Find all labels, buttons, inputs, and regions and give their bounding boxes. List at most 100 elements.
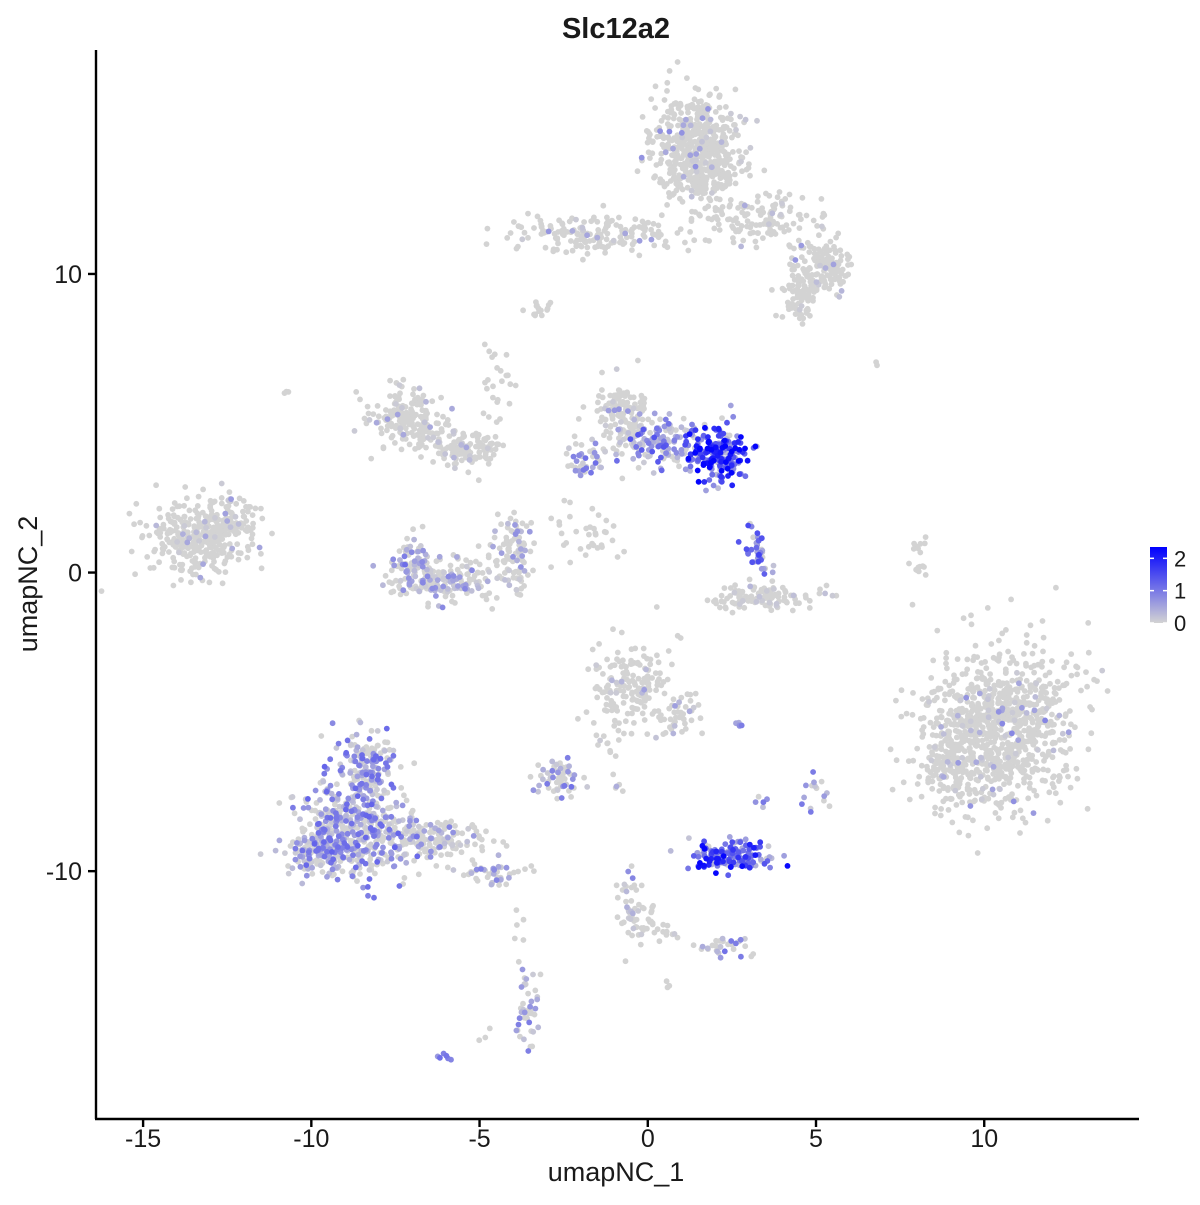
- cell-point: [829, 592, 836, 599]
- cell-point: [846, 253, 853, 260]
- cell-point: [519, 557, 526, 564]
- cell-point: [594, 453, 600, 460]
- cell-point: [610, 771, 617, 778]
- cell-point: [726, 834, 733, 840]
- cell-point: [789, 607, 796, 614]
- cell-point: [196, 538, 203, 544]
- cell-point: [721, 599, 727, 605]
- cell-point: [1014, 729, 1021, 736]
- cell-point: [668, 103, 675, 109]
- cell-point: [772, 201, 779, 208]
- cell-point: [511, 509, 517, 516]
- cell-point: [1051, 773, 1057, 780]
- cell-point: [379, 807, 386, 814]
- cell-point: [1052, 790, 1059, 797]
- cell-point: [471, 861, 478, 867]
- cell-point: [1021, 651, 1027, 657]
- cell-point: [719, 935, 726, 942]
- cell-point: [705, 106, 711, 112]
- cell-point: [568, 794, 574, 800]
- cell-point: [219, 550, 225, 556]
- cell-point: [1016, 680, 1022, 687]
- cell-point: [629, 230, 635, 237]
- cell-point: [513, 1027, 520, 1034]
- cell-point: [1085, 620, 1092, 626]
- cell-point: [214, 552, 220, 559]
- cell-point: [667, 166, 674, 173]
- cell-point: [1031, 669, 1037, 676]
- cell-point: [573, 216, 579, 223]
- cell-point: [486, 348, 493, 355]
- cell-point: [434, 577, 441, 583]
- cell-point: [1026, 700, 1033, 706]
- cell-point: [678, 144, 685, 151]
- cell-point: [717, 182, 723, 189]
- cell-point: [192, 507, 199, 514]
- cell-point: [766, 599, 773, 606]
- cell-point: [727, 402, 734, 409]
- cell-point: [1049, 711, 1055, 718]
- cell-point: [386, 821, 392, 828]
- cell-point: [1078, 687, 1084, 694]
- cell-point: [658, 117, 665, 124]
- cell-point: [736, 601, 743, 607]
- cell-point: [944, 759, 951, 765]
- cell-point: [704, 945, 711, 952]
- cell-point: [614, 914, 621, 921]
- cell-point: [996, 765, 1003, 772]
- cell-point: [555, 769, 561, 776]
- cell-point: [411, 760, 418, 767]
- cell-point: [212, 514, 218, 521]
- cell-point: [984, 719, 991, 725]
- cell-point: [309, 864, 315, 871]
- cell-point: [687, 122, 694, 129]
- cell-point: [635, 464, 642, 471]
- cell-point: [473, 430, 479, 437]
- cell-point: [459, 563, 466, 569]
- cell-point: [565, 768, 571, 775]
- cell-point: [978, 796, 985, 803]
- cell-point: [131, 521, 138, 528]
- cell-point: [1019, 671, 1026, 677]
- cell-point: [359, 747, 366, 753]
- cell-point: [742, 943, 749, 950]
- cell-point: [657, 670, 663, 677]
- cell-point: [821, 245, 828, 252]
- cell-point: [794, 262, 801, 269]
- cell-point: [943, 660, 949, 667]
- cell-point: [963, 694, 970, 701]
- cell-point: [631, 224, 638, 231]
- cell-point: [607, 423, 614, 429]
- cell-point: [937, 812, 944, 819]
- cell-point: [603, 236, 610, 243]
- cell-point: [235, 550, 242, 556]
- cell-point: [307, 821, 313, 828]
- cell-point: [259, 515, 266, 522]
- cell-point: [531, 540, 537, 547]
- cell-point: [464, 838, 471, 845]
- cell-point: [613, 451, 619, 458]
- cell-point: [222, 531, 229, 538]
- cell-point: [938, 713, 944, 720]
- cell-point: [826, 247, 833, 254]
- cell-point: [400, 376, 407, 383]
- cell-point: [1019, 704, 1025, 711]
- cell-point: [1074, 671, 1080, 678]
- cell-point: [934, 767, 941, 773]
- cell-point: [806, 249, 813, 256]
- cell-point: [638, 882, 645, 889]
- cell-point: [747, 144, 754, 151]
- cell-point: [416, 385, 423, 392]
- cell-point: [623, 888, 630, 895]
- cell-point: [628, 730, 635, 737]
- cell-point: [845, 271, 852, 278]
- cell-point: [381, 787, 387, 794]
- data-points: [98, 59, 1111, 1063]
- cell-point: [427, 821, 434, 828]
- cell-point: [540, 776, 546, 783]
- cell-point: [688, 142, 694, 149]
- cell-point: [954, 656, 961, 662]
- cell-point: [634, 706, 641, 712]
- cell-point: [615, 737, 622, 743]
- cell-point: [548, 564, 554, 570]
